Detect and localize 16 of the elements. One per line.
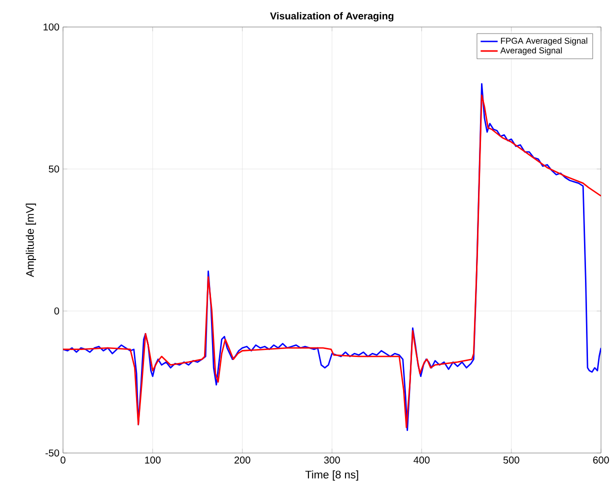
x-tick-label: 100: [145, 456, 161, 464]
y-tick-label: 0: [54, 307, 60, 315]
x-tick-label: 400: [414, 456, 430, 464]
x-tick-label: 300: [324, 456, 340, 464]
y-axis-title: Amplitude [mV]: [26, 204, 36, 278]
y-tick-label: 50: [48, 165, 60, 173]
x-tick-label: 600: [593, 456, 609, 464]
legend-label: Averaged Signal: [500, 47, 562, 56]
x-tick-label: 500: [503, 456, 520, 464]
y-tick-label: 100: [44, 23, 60, 31]
legend-label: FPGA Averaged Signal: [501, 38, 588, 46]
x-tick-label: 200: [234, 456, 250, 464]
chart-title: Visualization of Averaging: [270, 12, 394, 22]
x-axis-title: Time [8 ns]: [305, 470, 358, 481]
y-tick-label: -50: [46, 449, 60, 457]
x-tick-label: 0: [60, 456, 66, 464]
